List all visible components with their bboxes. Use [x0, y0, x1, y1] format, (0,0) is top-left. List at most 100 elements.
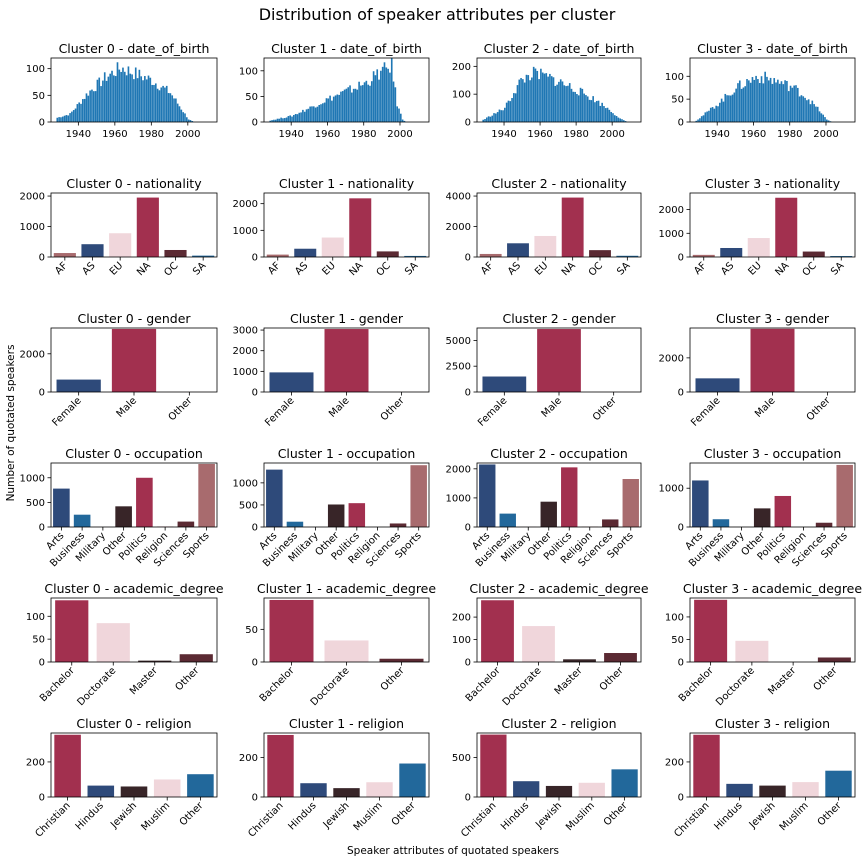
histogram-bar [568, 83, 571, 122]
histogram-bar [105, 80, 108, 122]
figure-title: Distribution of speaker attributes per c… [259, 5, 616, 24]
bar-arts [53, 488, 70, 527]
histogram-bar [529, 80, 531, 122]
histogram-bar [545, 73, 548, 122]
x-tick-label: Jewish [747, 800, 778, 831]
histogram-bar [83, 98, 86, 122]
subplot-title: Cluster 2 - occupation [490, 446, 628, 461]
histogram-bar [71, 111, 73, 122]
panels-grid: Cluster 0 - date_of_birth 1940 1960 1980 200… [20, 41, 863, 840]
bar-sciences [815, 522, 833, 527]
y-tick-label: 500 [452, 753, 471, 764]
bar-jewish [333, 788, 360, 797]
y-tick-label: 500 [26, 498, 45, 509]
axes-frame [50, 597, 218, 663]
histogram-bar [570, 88, 573, 122]
histogram-bar [103, 72, 106, 122]
subplot-gender-2: Cluster 2 - gender Female Male Other 0 2500 50… [446, 311, 642, 429]
y-tick-label: 0 [252, 118, 258, 129]
subplot-religion-0: Cluster 0 - religion Christian Hindus Jewis… [26, 716, 218, 840]
x-tick-label: Doctorate [501, 665, 544, 708]
histogram-bar [613, 115, 616, 122]
x-tick-label: Other [805, 395, 833, 423]
x-tick-label: Male [115, 395, 140, 420]
x-tick-label: 1960 [527, 129, 552, 140]
histogram-bar [809, 104, 812, 122]
y-tick-label: 50 [245, 625, 258, 636]
histogram-bar [793, 85, 795, 122]
bar-other [817, 657, 851, 662]
bar-sciences [177, 521, 195, 527]
histogram-bar [617, 117, 620, 122]
histogram-bar [586, 96, 589, 122]
histogram-bar [352, 88, 355, 122]
axes-frame [263, 57, 430, 123]
histogram-bar [621, 119, 623, 122]
histogram-bar [802, 96, 805, 122]
bar-business [73, 514, 91, 527]
histogram-bar [697, 119, 699, 122]
histogram-bar [709, 107, 712, 122]
x-tick-label: Jewish [108, 800, 139, 831]
histogram-bar [695, 120, 698, 122]
histogram-bar [511, 97, 513, 122]
y-tick-label: 100 [665, 612, 684, 623]
bar-as [294, 248, 317, 257]
x-tick-label: Bachelor [677, 665, 717, 705]
x-tick-label: 1940 [704, 129, 729, 140]
histogram-bar [787, 91, 790, 122]
histogram-bar [381, 66, 384, 122]
histogram-bar [291, 116, 293, 122]
x-tick-label: AS [506, 260, 523, 277]
histogram-bar [354, 88, 357, 122]
histogram-bar [114, 76, 117, 122]
x-tick-label: EU [108, 260, 125, 277]
subplot-academic_degree-2: Cluster 2 - academic_degree BachelorDocto… [452, 581, 649, 708]
histogram-bar [167, 93, 170, 122]
histogram-bar [367, 84, 369, 122]
histogram-bar [800, 95, 803, 122]
histogram-bar [338, 94, 340, 122]
bar-business [712, 519, 730, 527]
histogram-bar [748, 80, 750, 122]
histogram-bar [619, 118, 621, 122]
bar-muslim [366, 782, 393, 797]
x-tick-label: SA [615, 260, 632, 277]
y-tick-label: 0 [678, 793, 684, 804]
bar-sciences [602, 519, 619, 527]
x-tick-label: OC [162, 260, 180, 278]
subplot-occupation-3: Cluster 3 - occupationArtsBusinessMilita… [659, 446, 856, 569]
histogram-bar [341, 91, 344, 122]
x-tick-label: OC [587, 260, 605, 278]
histogram-bar [396, 106, 398, 122]
histogram-bar [349, 85, 351, 122]
subplot-title: Cluster 1 - academic_degree [257, 581, 436, 596]
bar-oc [589, 250, 611, 257]
histogram-bar [56, 117, 59, 122]
subplot-title: Cluster 0 - nationality [66, 176, 202, 191]
histogram-bar [303, 111, 306, 122]
bar-business [499, 513, 516, 527]
subplot-title: Cluster 2 - nationality [491, 176, 627, 191]
histogram-bar [358, 81, 360, 122]
histogram-bar [294, 113, 297, 122]
y-tick-label: 1000 [233, 226, 258, 237]
x-tick-label: Hindus [499, 800, 531, 832]
x-tick-label: Hindus [286, 800, 318, 832]
histogram-bar [579, 87, 582, 122]
histogram-bar [120, 71, 122, 122]
histogram-bar [554, 85, 557, 122]
histogram-bar [403, 120, 406, 122]
histogram-bar [151, 84, 153, 122]
histogram-bar [269, 120, 272, 122]
histogram-bar [502, 110, 504, 122]
x-tick-label: Master [553, 665, 586, 698]
histogram-bar [363, 82, 366, 122]
x-tick-label: Jewish [321, 800, 352, 831]
y-tick-label: 0 [252, 658, 258, 669]
histogram-bar [541, 72, 544, 122]
subplot-title: Cluster 1 - date_of_birth [271, 41, 422, 56]
histogram-bar [296, 114, 299, 122]
axes-frame [476, 597, 642, 663]
